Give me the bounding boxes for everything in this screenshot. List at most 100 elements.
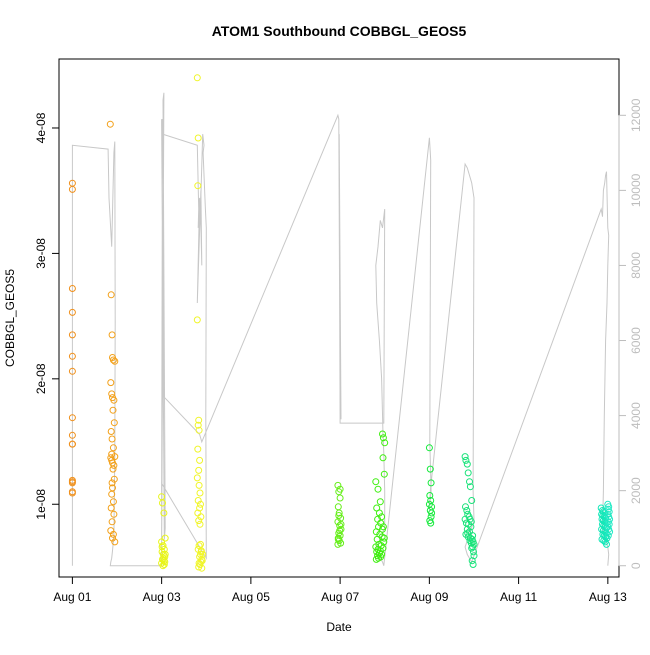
data-point [68,440,76,448]
data-point [193,74,201,82]
data-point [109,534,116,542]
data-point [68,331,76,339]
x-tick-label: Aug 05 [232,590,270,604]
data-point [463,460,471,468]
series-0 [68,179,76,497]
data-point [605,503,613,511]
data-point [110,396,118,404]
data-point [108,479,116,487]
data-point [427,479,435,487]
data-point [194,182,202,190]
data-point [161,558,169,566]
data-point [161,550,169,558]
chart-title: ATOM1 Southbound COBBGL_GEOS5 [212,23,467,39]
x-tick-label: Aug 03 [143,590,181,604]
data-point [337,520,345,528]
data-point [158,538,166,546]
data-point [379,454,387,462]
data-point [193,474,201,482]
data-point [195,517,203,525]
data-point [110,461,118,469]
x-tick-label: Aug 09 [410,590,448,604]
data-point [376,498,384,506]
data-point [197,500,204,508]
data-point [68,308,76,316]
data-point [107,291,115,299]
data-point [107,504,115,512]
altitude-layer [71,92,610,567]
data-point [109,356,117,364]
data-point [158,543,166,551]
data-point [159,499,166,507]
data-point [335,509,343,517]
y2-tick-label: 8000 [629,252,643,279]
data-point [469,532,477,540]
data-point [603,540,610,548]
data-point [160,509,168,517]
data-point [379,430,386,438]
data-point [108,490,116,498]
x-tick-label: Aug 01 [53,590,91,604]
data-point [381,439,389,447]
data-point [334,535,342,543]
data-point [606,528,614,536]
series-5 [372,430,389,563]
data-point [379,523,387,531]
data-point [425,444,433,452]
y-tick-label: 3e-08 [34,238,48,269]
data-point [108,518,116,526]
data-point [198,564,206,572]
x-axis: Aug 01 Aug 03 Aug 05 Aug 07 Aug 09 Aug 11 Aug … [53,576,627,604]
data-point [604,532,612,540]
data-point [334,540,342,548]
data-point [195,416,203,424]
data-point [197,513,205,521]
data-point [107,428,115,435]
data-point [336,522,344,530]
x-tick-label: Aug 07 [321,590,359,604]
data-point [109,406,117,414]
series-9 [604,500,614,540]
data-point [372,555,380,563]
data-point [109,498,117,506]
data-point [193,316,201,324]
y2-tick-label: 10000 [629,173,643,207]
data-point [108,390,116,398]
series-1 [106,120,119,546]
data-point [194,134,202,142]
data-point [109,444,117,452]
data-point [336,485,344,493]
y-axis-label: COBBGL_GEOS5 [3,269,17,367]
data-point [68,367,76,375]
data-point [195,466,203,474]
data-point [461,453,469,461]
y2-tick-label: 12000 [629,98,643,132]
data-point [110,475,118,483]
series-7 [461,453,478,568]
data-point [380,470,388,478]
data-point [194,445,202,453]
data-point [110,510,118,518]
data-point [68,352,76,360]
data-point [195,481,203,489]
x-tick-label: Aug 13 [589,590,627,604]
data-point [196,489,204,497]
data-point [194,497,202,504]
data-point [68,431,76,439]
series-2 [158,493,169,570]
data-point [464,469,472,477]
data-point [375,509,383,517]
data-point [462,456,470,464]
data-point [466,478,473,486]
data-point [159,554,167,562]
data-point [194,421,202,429]
data-point [109,465,117,473]
data-point [468,557,476,565]
data-point [108,435,116,443]
data-point [68,414,76,422]
data-point [461,515,469,523]
data-point [68,479,76,487]
data-point [111,538,119,546]
data-point [427,519,435,527]
